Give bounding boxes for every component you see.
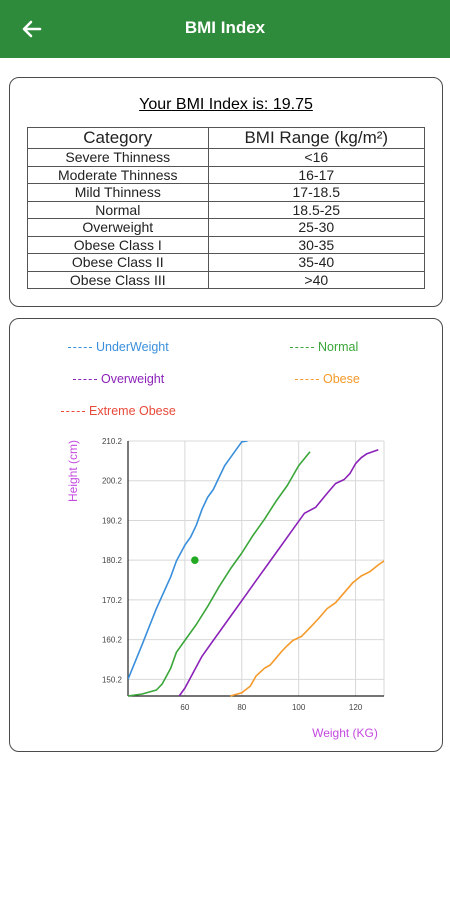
bmi-chart: 60 80 100 120 150.2 160.2 170.2 180.2 190.2 200.2… <box>66 437 385 740</box>
table-row: Obese Class II 35-40 <box>27 253 426 272</box>
legend-label: Normal <box>318 340 359 354</box>
y-axis-label: Height (cm) <box>66 440 80 502</box>
legend-label: UnderWeight <box>96 340 169 354</box>
table-row: Moderate Thinness 16-17 <box>27 165 426 184</box>
range-cell: 30-35 <box>207 235 426 254</box>
table-row: Obese Class I 30-35 <box>27 235 426 254</box>
column-header-category: Category <box>27 127 209 149</box>
x-tick-label: 60 <box>180 703 189 712</box>
table-row: Overweight 25-30 <box>27 218 426 237</box>
range-cell: 35-40 <box>207 253 426 272</box>
table-row: Normal 18.5-25 <box>27 200 426 219</box>
category-cell: Overweight <box>27 218 209 237</box>
chart-marker <box>191 556 199 564</box>
x-axis-label: Weight (KG) <box>312 726 378 740</box>
range-cell: 25-30 <box>207 218 426 237</box>
user-bmi-point <box>191 556 199 564</box>
legend-label: Obese <box>323 372 360 386</box>
category-cell: Obese Class I <box>27 235 209 254</box>
chart-grid <box>128 440 385 696</box>
category-cell: Obese Class III <box>27 270 209 289</box>
category-cell: Normal <box>27 200 209 219</box>
range-cell: <16 <box>207 148 426 167</box>
legend-item-extreme-obese: Extreme Obese <box>61 404 176 418</box>
series-line-obese <box>230 559 384 697</box>
category-cell: Obese Class II <box>27 253 209 272</box>
x-tick-label: 80 <box>237 703 246 712</box>
series-line-normal <box>128 451 311 697</box>
range-cell: >40 <box>207 270 426 289</box>
legend-label: Overweight <box>101 372 165 386</box>
bmi-chart-card: UnderWeight Normal Overweight Obese Extr… <box>9 318 443 752</box>
range-cell: 16-17 <box>207 165 426 184</box>
x-tick-label: 120 <box>349 703 363 712</box>
series-line-overweight <box>178 448 379 697</box>
column-header-range: BMI Range (kg/m²) <box>207 127 426 149</box>
arrow-left-icon[interactable] <box>20 17 44 41</box>
bmi-result-text: Your BMI Index is: 19.75 <box>139 96 313 113</box>
legend-item-underweight: UnderWeight <box>68 340 169 354</box>
chart-axes <box>127 441 384 697</box>
legend-label: Extreme Obese <box>89 404 176 418</box>
y-tick-label: 190.2 <box>102 516 123 525</box>
chart-ticks: 60 80 100 120 150.2 160.2 170.2 180.2 190.2 200.2… <box>102 437 363 712</box>
category-cell: Moderate Thinness <box>27 165 209 184</box>
x-tick-label: 100 <box>292 703 306 712</box>
legend-item-normal: Normal <box>290 340 358 354</box>
y-tick-label: 160.2 <box>102 636 123 645</box>
range-cell: 18.5-25 <box>207 200 426 219</box>
app-bar: BMI Index <box>0 0 450 58</box>
category-cell: Severe Thinness <box>27 148 209 167</box>
y-tick-label: 150.2 <box>102 675 123 684</box>
table-header-row: Category BMI Range (kg/m²) <box>27 127 426 149</box>
bmi-result-card: Your BMI Index is: 19.75 Category BMI Ra… <box>9 77 443 307</box>
y-tick-label: 170.2 <box>102 596 123 605</box>
table-row: Severe Thinness <16 <box>27 148 426 167</box>
y-tick-label: 210.2 <box>102 437 123 446</box>
category-cell: Mild Thinness <box>27 183 209 202</box>
legend-item-obese: Obese <box>295 372 360 386</box>
page-title: BMI Index <box>184 18 266 37</box>
y-tick-label: 200.2 <box>102 477 123 486</box>
y-tick-label: 180.2 <box>102 556 123 565</box>
bmi-category-table: Category BMI Range (kg/m²) Severe Thinne… <box>27 127 426 289</box>
range-cell: 17-18.5 <box>207 183 426 202</box>
legend-item-overweight: Overweight <box>73 372 164 386</box>
table-row: Mild Thinness 17-18.5 <box>27 183 426 202</box>
chart-series <box>128 441 384 697</box>
series-line-underweight <box>128 441 248 680</box>
table-row: Obese Class III >40 <box>27 270 426 289</box>
